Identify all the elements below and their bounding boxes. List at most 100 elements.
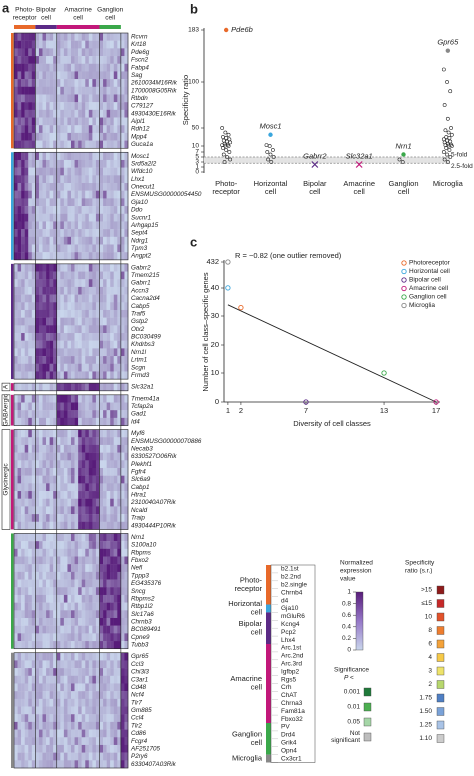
heatmap-cell [38,402,43,411]
heatmap-cell [124,625,129,634]
heatmap-cell [85,610,90,619]
gene-label: Gstp2 [131,318,148,325]
heatmap-cell [56,102,61,111]
heatmap-cell [124,521,129,530]
heatmap-cell [99,729,104,738]
heatmap-cell [53,94,57,103]
heatmap-cell [74,117,79,126]
heatmap-cell [28,460,33,469]
heatmap-cell [24,737,29,746]
heatmap-cell [17,691,22,700]
heatmap-cell [106,206,111,214]
heatmap-cell [113,271,118,280]
heatmap-cell [113,286,118,295]
heatmap-cell [78,660,82,669]
heatmap-cell [99,610,104,619]
heatmap-cell [38,617,43,626]
heatmap-cell [42,668,47,676]
heatmap-cell [71,363,75,372]
heatmap-cell [14,721,18,730]
heatmap-cell [28,102,33,111]
column-label: Amacrine [64,7,92,14]
heatmap-cell [106,506,111,515]
heatmap-cell [71,452,75,461]
heatmap-cell [85,183,90,191]
heatmap-cell [67,641,72,649]
heatmap-cell [85,417,90,426]
heatmap-cell [106,514,111,522]
heatmap-cell [103,617,107,626]
legend-title: ratio (s.r.) [405,568,432,575]
heatmap-cell [124,236,129,245]
heatmap-cell [74,714,79,723]
heatmap-cell [99,752,104,761]
heatmap-cell [31,444,36,453]
heatmap-cell [42,152,47,161]
heatmap-cell [88,548,93,557]
heatmap-cell [120,760,125,769]
heatmap-cell [78,140,82,149]
heatmap-cell [120,183,125,191]
heatmap-cell [124,579,129,588]
heatmap-cell [21,564,25,573]
heatmap-cell [124,309,129,318]
heatmap-cell [117,467,122,476]
heatmap-cell [21,152,25,161]
heatmap-cell [63,402,68,411]
group-outline [13,429,129,530]
heatmap-cell [38,675,43,684]
heatmap-cell [63,467,68,476]
heatmap-cell [92,579,97,588]
heatmap-cell [92,641,97,649]
gene-label: Rbpms2 [131,595,155,602]
heatmap-cell [14,356,18,364]
heatmap-cell [120,356,125,364]
heatmap-cell [21,625,25,634]
heatmap-cell [38,63,43,72]
heatmap-cell [85,737,90,746]
heatmap-cell [24,279,29,288]
panel-letter: c [190,234,197,249]
heatmap-cell [35,236,40,245]
gene-label: Onecut1 [131,184,155,191]
heatmap-cell [120,429,125,438]
heatmap-cell [49,263,54,272]
heatmap-cell [14,475,18,484]
data-point [227,150,232,154]
heatmap-cell [110,356,114,364]
specificity-label: 1.25 [419,722,432,729]
heatmap-cell [81,198,86,207]
heatmap-cell [78,71,82,80]
significance-swatch [363,702,372,712]
heatmap-cell [103,444,107,453]
heatmap-cell [71,394,75,403]
gene-label: Tubb3 [131,642,149,649]
heatmap-cell [38,109,43,118]
heatmap-cell [56,302,61,311]
heatmap-cell [85,317,90,326]
gene-label: Lrtm1 [131,357,147,364]
heatmap-cell [99,294,104,303]
heatmap-cell [85,371,90,380]
heatmap-cell [14,491,18,499]
heatmap-cell [38,417,43,426]
heatmap-cell [95,429,100,438]
heatmap-cell [67,652,72,661]
heatmap-cell [63,437,68,446]
heatmap-cell [99,652,104,661]
heatmap-cell [99,429,104,438]
heatmap-cell [38,660,43,669]
heatmap-cell [81,737,86,746]
heatmap-cell [95,325,100,334]
heatmap-cell [42,571,47,580]
heatmap-cell [17,383,22,392]
heatmap-cell [110,263,114,272]
heatmap-cell [21,760,25,769]
heatmap-cell [103,213,107,222]
heatmap-cell [110,236,114,245]
heatmap-cell [113,229,118,238]
heatmap-cell [49,383,54,392]
heatmap-cell [124,410,129,419]
heatmap-cell [95,252,100,261]
heatmap-cell [42,579,47,588]
